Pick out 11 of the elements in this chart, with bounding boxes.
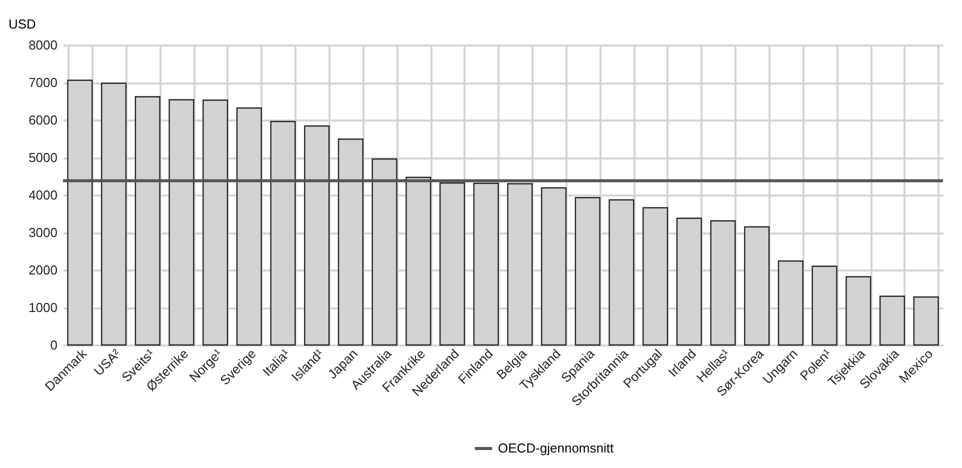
y-tick-label: 5000 <box>28 150 58 165</box>
legend-label: OECD-gjennomsnitt <box>498 440 614 456</box>
y-tick-label: 3000 <box>28 225 58 240</box>
y-tick-label: 8000 <box>28 38 58 52</box>
y-tick-label: 2000 <box>28 262 58 278</box>
y-tick-label: 4000 <box>28 188 58 202</box>
y-tick-label: 0 <box>50 338 58 352</box>
y-tick-label: 6000 <box>28 112 58 128</box>
y-axis-title: USD <box>8 16 36 32</box>
y-tick-label: 7000 <box>28 75 58 90</box>
y-tick-label: 1000 <box>28 300 58 315</box>
